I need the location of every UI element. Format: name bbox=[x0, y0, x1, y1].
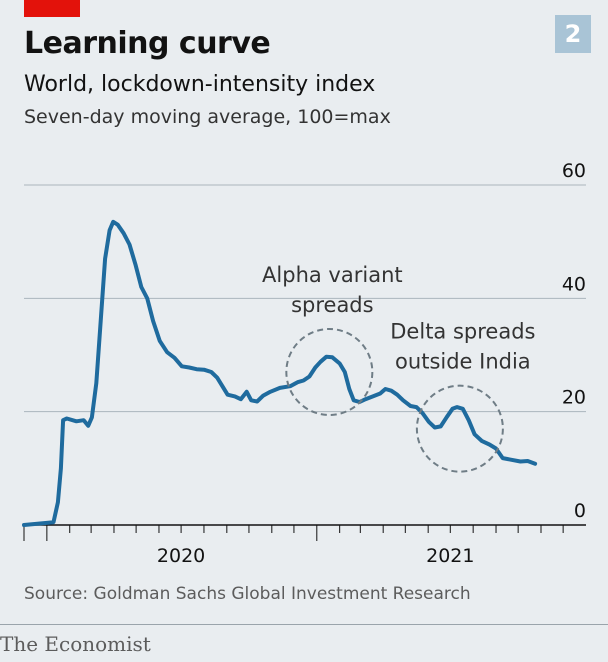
x-tick-label-2021: 2021 bbox=[426, 545, 474, 567]
chart-number-badge: 2 bbox=[555, 15, 591, 53]
footer-divider bbox=[0, 624, 608, 625]
chart-title: Learning curve bbox=[24, 26, 271, 61]
annotation-label-0-0: Alpha variant bbox=[262, 263, 403, 287]
annotation-circle-1 bbox=[415, 384, 504, 473]
y-tick-label-40: 40 bbox=[562, 273, 586, 295]
annotation-circle-0 bbox=[285, 328, 374, 416]
annotation-label-1-0: Delta spreads bbox=[390, 320, 535, 344]
annotation-label-1-1: outside India bbox=[395, 350, 531, 374]
y-tick-label-60: 60 bbox=[562, 160, 586, 182]
brand-wordmark: The Economist bbox=[0, 632, 151, 656]
chart-unit-note: Seven-day moving average, 100=max bbox=[24, 106, 391, 128]
chart-subtitle: World, lockdown-intensity index bbox=[24, 72, 376, 97]
source-note: Source: Goldman Sachs Global Investment … bbox=[24, 584, 471, 604]
x-tick-label-2020: 2020 bbox=[157, 545, 205, 567]
accent-tag bbox=[24, 0, 80, 17]
annotation-label-0-1: spreads bbox=[291, 293, 374, 317]
series-line-0 bbox=[22, 219, 538, 527]
y-tick-label-20: 20 bbox=[562, 387, 586, 409]
y-tick-label-0: 0 bbox=[574, 500, 586, 522]
